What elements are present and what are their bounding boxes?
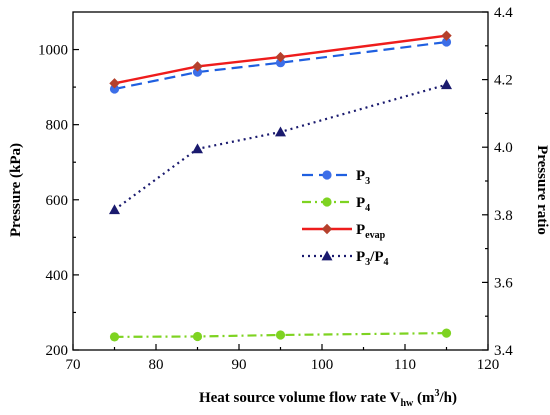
data-point	[441, 30, 452, 41]
data-point	[275, 58, 286, 68]
x-tick-label: 80	[149, 357, 164, 373]
data-point	[109, 78, 120, 89]
legend-swatch-marker	[321, 250, 333, 261]
y-right-tick-label: 3.8	[494, 208, 513, 224]
legend-swatch-marker	[322, 197, 332, 207]
y-right-axis-title: Pressure ratio	[534, 145, 550, 235]
y-right-tick-label: 4.4	[494, 5, 513, 21]
series-line	[114, 34, 447, 85]
y-right-tick-label: 4.0	[494, 140, 513, 156]
data-point	[275, 51, 286, 63]
legend-label: P3/P4	[356, 249, 389, 268]
data-point	[109, 204, 120, 215]
axes: 70 80 90 100 110 120 200 400 600 800 1000 3.4 3.6 3.8…	[38, 5, 513, 373]
data-point	[441, 79, 452, 90]
y-right-tick-label: 4.2	[494, 73, 513, 89]
x-tick-label: 120	[477, 357, 500, 373]
x-tick-label: 100	[311, 357, 334, 373]
y-left-tick-label: 200	[46, 343, 69, 359]
x-tick-label: 90	[232, 357, 247, 373]
legend-item: P3/P4	[302, 249, 389, 268]
series-p4	[109, 328, 452, 342]
legend-swatch-marker	[321, 223, 333, 235]
data-point	[192, 143, 203, 154]
y-left-axis-title: Pressure (kPa)	[8, 143, 24, 237]
data-point	[192, 331, 203, 342]
y-left-tick-label: 800	[46, 118, 69, 134]
series-line	[114, 332, 447, 338]
y-right-tick-label: 3.4	[494, 343, 513, 359]
y-left-tick-label: 400	[46, 268, 69, 284]
x-tick-label: 110	[394, 357, 416, 373]
y-left-tick-label: 1000	[38, 43, 68, 59]
series-pevap	[109, 30, 452, 89]
data-point	[441, 37, 452, 47]
series-p3	[109, 37, 452, 94]
data-point	[109, 84, 120, 94]
x-axis-title: Heat source volume flow rate Vhw (m3/h)	[199, 388, 457, 409]
legend-item: P4	[302, 195, 370, 214]
data-point	[441, 328, 452, 338]
x-tick-label: 70	[66, 357, 81, 373]
series-line	[113, 83, 447, 211]
data-point	[192, 61, 203, 72]
data-point	[275, 330, 286, 340]
data-point	[109, 332, 120, 342]
series-p3-p4	[109, 79, 452, 215]
series-line	[114, 40, 447, 91]
series-layer	[109, 30, 452, 342]
data-point	[192, 67, 203, 77]
y-left-tick-label: 600	[46, 193, 69, 209]
legend: P3 P4 Pevap P3/P4	[302, 168, 389, 268]
data-point	[275, 126, 286, 137]
legend-item: Pevap	[302, 222, 386, 241]
y-right-tick-label: 3.6	[494, 275, 513, 291]
legend-swatch-marker	[322, 170, 332, 180]
legend-item: P3	[302, 168, 370, 187]
legend-label: P4	[356, 195, 370, 214]
legend-label: P3	[356, 168, 370, 187]
legend-label: Pevap	[356, 222, 386, 241]
